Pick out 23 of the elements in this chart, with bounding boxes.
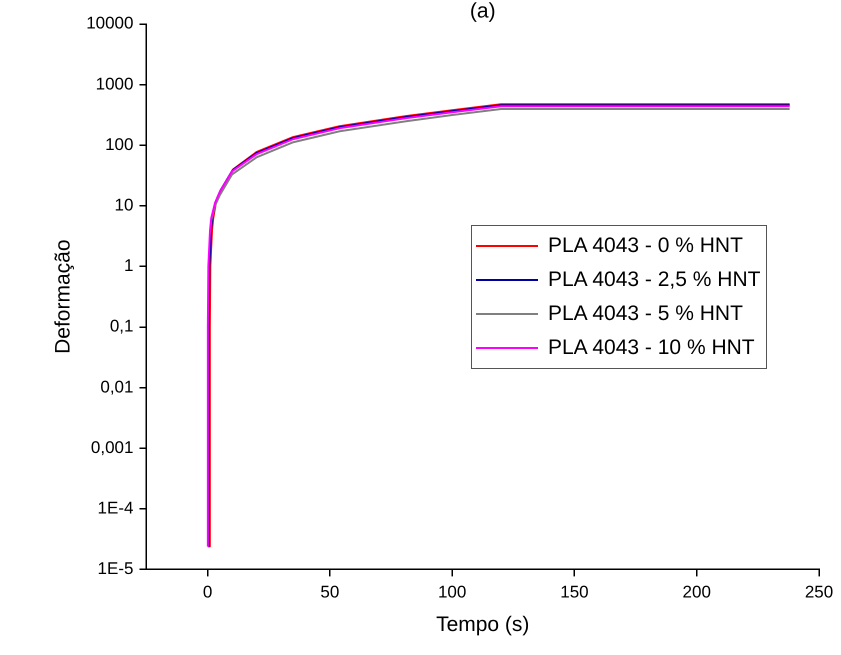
y-axis-title: Deformação — [51, 240, 74, 354]
y-tick-label: 100 — [105, 134, 134, 154]
legend-label: PLA 4043 - 5 % HNT — [548, 300, 743, 327]
x-tick-label: 100 — [438, 582, 466, 602]
x-tick-label: 50 — [320, 582, 340, 602]
x-tick-label: 0 — [202, 582, 212, 602]
y-tick-label: 0,01 — [100, 377, 134, 396]
y-tick-label: 1000 — [96, 74, 134, 94]
x-axis-title: Tempo (s) — [436, 613, 530, 636]
y-tick-label: 10 — [114, 195, 134, 214]
x-tick-label: 250 — [804, 582, 834, 602]
y-tick-label: 10000 — [86, 14, 134, 33]
chart-title: (a) — [470, 0, 496, 22]
x-tick-label: 150 — [560, 582, 589, 602]
legend-label: PLA 4043 - 10 % HNT — [548, 334, 755, 361]
y-tick-label: 0,001 — [90, 438, 134, 457]
y-tick-label: 1E-5 — [98, 559, 134, 578]
y-tick-label: 0,1 — [110, 316, 134, 336]
y-tick-label: 1E-4 — [98, 498, 134, 518]
legend-label: PLA 4043 - 2,5 % HNT — [548, 266, 760, 293]
x-tick-label: 200 — [682, 582, 711, 602]
legend-label: PLA 4043 - 0 % HNT — [548, 232, 743, 259]
y-tick-label: 1 — [124, 256, 134, 276]
